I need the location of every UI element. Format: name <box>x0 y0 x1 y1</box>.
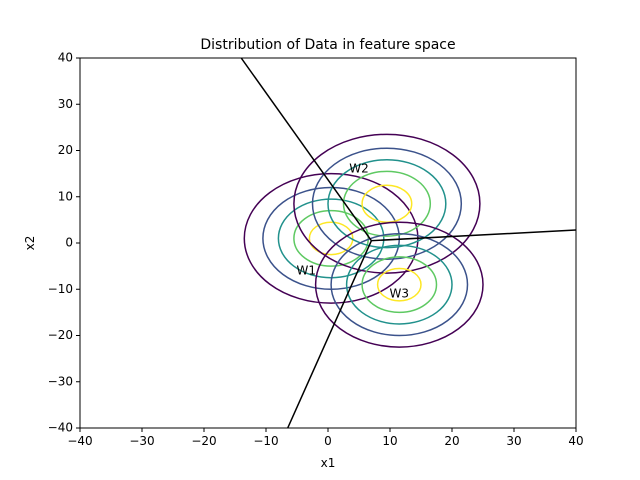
x-tick-label: 10 <box>382 434 397 448</box>
contour-w3-level-1 <box>314 221 484 348</box>
y-tick-label: 20 <box>58 143 73 157</box>
decision-boundary-line-1 <box>240 58 373 242</box>
y-tick-label: −10 <box>48 282 73 296</box>
x-tick-label: −40 <box>67 434 92 448</box>
contour-w3-level-2 <box>330 233 469 337</box>
y-tick-label: 30 <box>58 97 73 111</box>
decision-boundary-group <box>240 58 576 428</box>
y-tick-label: −30 <box>48 374 73 388</box>
x-tick-label: −20 <box>191 434 216 448</box>
y-tick-label: 10 <box>58 189 73 203</box>
y-tick-label: −20 <box>48 328 73 342</box>
contour-w1-level-5 <box>308 221 354 256</box>
y-axis: −40 −30 −20 −10 0 10 20 30 40 <box>48 51 80 435</box>
contour-w3-level-4 <box>361 256 438 314</box>
plot-area <box>240 58 576 428</box>
cluster-label-group: W1 W2 W3 <box>297 162 410 301</box>
decision-boundary-line-2 <box>371 229 576 242</box>
cluster-label-w2: W2 <box>349 162 369 176</box>
contour-group <box>243 133 484 348</box>
chart-title: Distribution of Data in feature space <box>200 37 455 53</box>
x-tick-label: 0 <box>324 434 332 448</box>
contour-w3-level-3 <box>345 244 453 325</box>
x-tick-label: 40 <box>568 434 583 448</box>
contour-w2-level-3 <box>327 159 447 249</box>
contour-w2-level-2 <box>311 147 463 260</box>
y-axis-label: x2 <box>23 236 37 251</box>
x-tick-label: 30 <box>506 434 521 448</box>
x-tick-label: 20 <box>444 434 459 448</box>
y-tick-label: 40 <box>58 51 73 65</box>
x-axis-label: x1 <box>321 456 336 470</box>
y-tick-label: 0 <box>65 236 73 250</box>
x-tick-label: −10 <box>253 434 278 448</box>
cluster-label-w3: W3 <box>390 286 410 300</box>
y-tick-label: −40 <box>48 421 73 435</box>
contour-w2-level-1 <box>293 133 481 274</box>
x-tick-label: −30 <box>129 434 154 448</box>
contour-w3-level-5 <box>376 267 422 302</box>
x-axis: −40 −30 −20 −10 0 10 20 30 40 <box>67 428 584 448</box>
contour-w2-level-4 <box>342 170 432 237</box>
cluster-label-w1: W1 <box>297 263 317 277</box>
decision-boundary-line-3 <box>287 240 373 428</box>
